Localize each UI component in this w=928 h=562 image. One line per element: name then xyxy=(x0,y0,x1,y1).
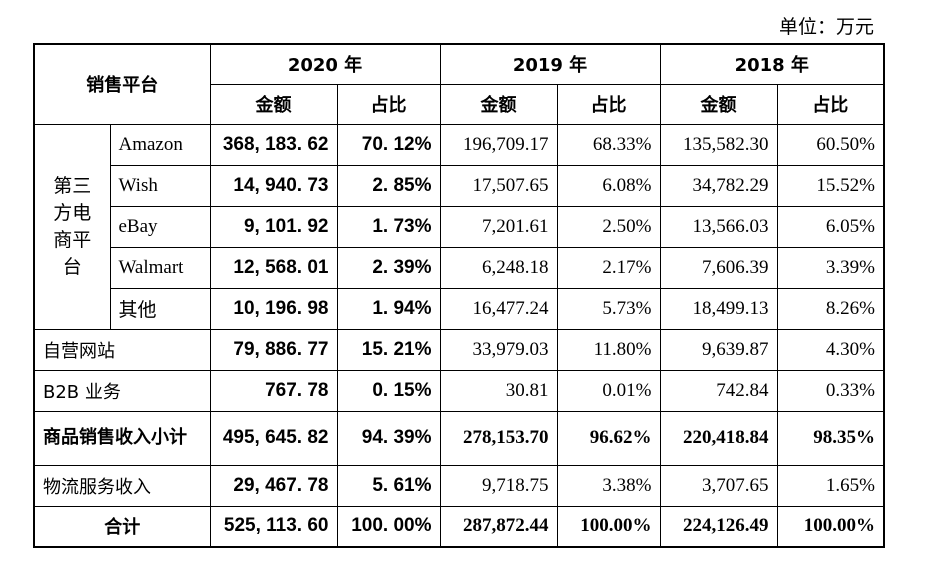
group-label-third-party: 第三方电商平台 xyxy=(33,123,111,330)
row-label: Wish xyxy=(109,164,211,207)
ratio-cell: 2. 85% xyxy=(336,164,441,207)
amount-cell: 3,707.65 xyxy=(659,464,778,507)
amount-cell: 767. 78 xyxy=(209,369,338,412)
amount-cell: 29, 467. 78 xyxy=(209,464,338,507)
table-row: B2B 业务 767. 78 0. 15% 30.81 0.01% 742.84 0.33% xyxy=(33,369,885,412)
header-platform: 销售平台 xyxy=(33,43,211,125)
row-label: Amazon xyxy=(109,123,211,166)
ratio-cell: 1.65% xyxy=(776,464,885,507)
table-row: 合计 525, 113. 60 100. 00% 287,872.44 100.00% 2… xyxy=(33,505,885,548)
ratio-cell: 98.35% xyxy=(776,410,885,466)
header-amount: 金额 xyxy=(209,83,338,125)
ratio-cell: 11.80% xyxy=(556,328,661,371)
amount-cell: 287,872.44 xyxy=(439,505,558,548)
row-label: eBay xyxy=(109,205,211,248)
header-ratio: 占比 xyxy=(336,83,441,125)
row-label: 自营网站 xyxy=(33,328,211,371)
header-year-2018: 2018 年 xyxy=(659,43,885,85)
ratio-cell: 1. 73% xyxy=(336,205,441,248)
row-label: 其他 xyxy=(109,287,211,330)
ratio-cell: 15. 21% xyxy=(336,328,441,371)
ratio-cell: 3.38% xyxy=(556,464,661,507)
amount-cell: 10, 196. 98 xyxy=(209,287,338,330)
row-label: 物流服务收入 xyxy=(33,464,211,507)
amount-cell: 7,606.39 xyxy=(659,246,778,289)
amount-cell: 12, 568. 01 xyxy=(209,246,338,289)
ratio-cell: 6.08% xyxy=(556,164,661,207)
amount-cell: 224,126.49 xyxy=(659,505,778,548)
ratio-cell: 5. 61% xyxy=(336,464,441,507)
table-row: Wish 14, 940. 73 2. 85% 17,507.65 6.08% 34,78… xyxy=(34,164,885,207)
ratio-cell: 96.62% xyxy=(556,410,661,466)
amount-cell: 9,639.87 xyxy=(659,328,778,371)
row-label: B2B 业务 xyxy=(33,369,211,412)
ratio-cell: 68.33% xyxy=(556,123,661,166)
ratio-cell: 5.73% xyxy=(556,287,661,330)
amount-cell: 7,201.61 xyxy=(439,205,558,248)
ratio-cell: 60.50% xyxy=(776,123,885,166)
table-row: 其他 10, 196. 98 1. 94% 16,477.24 5.73% 18,499.… xyxy=(34,287,885,330)
amount-cell: 135,582.30 xyxy=(659,123,778,166)
amount-cell: 13,566.03 xyxy=(659,205,778,248)
ratio-cell: 100.00% xyxy=(556,505,661,548)
header-ratio: 占比 xyxy=(556,83,661,125)
ratio-cell: 0.01% xyxy=(556,369,661,412)
amount-cell: 14, 940. 73 xyxy=(209,164,338,207)
ratio-cell: 2.50% xyxy=(556,205,661,248)
amount-cell: 495, 645. 82 xyxy=(209,410,338,466)
amount-cell: 196,709.17 xyxy=(439,123,558,166)
amount-cell: 9,718.75 xyxy=(439,464,558,507)
ratio-cell: 94. 39% xyxy=(336,410,441,466)
table-row: 物流服务收入 29, 467. 78 5. 61% 9,718.75 3.38% 3,70… xyxy=(33,464,885,507)
table-row: 第三方电商平台 Amazon 368, 183. 62 70. 12% 196,709.… xyxy=(33,123,885,330)
table-row: 自营网站 79, 886. 77 15. 21% 33,979.03 11.80% 9,6… xyxy=(33,328,885,371)
amount-cell: 278,153.70 xyxy=(439,410,558,466)
amount-cell: 34,782.29 xyxy=(659,164,778,207)
ratio-cell: 100. 00% xyxy=(336,505,441,548)
amount-cell: 525, 113. 60 xyxy=(209,505,338,548)
table-row: eBay 9, 101. 92 1. 73% 7,201.61 2.50% 13,566.… xyxy=(34,205,885,248)
amount-cell: 6,248.18 xyxy=(439,246,558,289)
ratio-cell: 8.26% xyxy=(776,287,885,330)
header-ratio: 占比 xyxy=(776,83,885,125)
ratio-cell: 0.33% xyxy=(776,369,885,412)
header-year-2020: 2020 年 xyxy=(209,43,441,85)
row-label: 合计 xyxy=(33,505,211,548)
ratio-cell: 100.00% xyxy=(776,505,885,548)
row-label: 商品销售收入小计 xyxy=(33,410,211,466)
amount-cell: 16,477.24 xyxy=(439,287,558,330)
amount-cell: 79, 886. 77 xyxy=(209,328,338,371)
row-label: Walmart xyxy=(109,246,211,289)
amount-cell: 742.84 xyxy=(659,369,778,412)
amount-cell: 9, 101. 92 xyxy=(209,205,338,248)
amount-cell: 18,499.13 xyxy=(659,287,778,330)
header-amount: 金额 xyxy=(439,83,558,125)
ratio-cell: 2.17% xyxy=(556,246,661,289)
ratio-cell: 0. 15% xyxy=(336,369,441,412)
table-row: 商品销售收入小计 495, 645. 82 94. 39% 278,153.70 96.… xyxy=(33,410,885,466)
ratio-cell: 1. 94% xyxy=(336,287,441,330)
unit-label: 单位：万元 xyxy=(778,17,874,38)
amount-cell: 30.81 xyxy=(439,369,558,412)
amount-cell: 33,979.03 xyxy=(439,328,558,371)
header-amount: 金额 xyxy=(659,83,778,125)
ratio-cell: 70. 12% xyxy=(336,123,441,166)
ratio-cell: 4.30% xyxy=(776,328,885,371)
ratio-cell: 6.05% xyxy=(776,205,885,248)
ratio-cell: 15.52% xyxy=(776,164,885,207)
amount-cell: 17,507.65 xyxy=(439,164,558,207)
sales-platform-table: 销售平台 2020 年 2019 年 2018 年 金额 占比 金额 占比 金额… xyxy=(33,43,885,548)
table-row: Walmart 12, 568. 01 2. 39% 6,248.18 2.17% 7,6… xyxy=(34,246,885,289)
header-year-2019: 2019 年 xyxy=(439,43,661,85)
amount-cell: 368, 183. 62 xyxy=(209,123,338,166)
ratio-cell: 3.39% xyxy=(776,246,885,289)
ratio-cell: 2. 39% xyxy=(336,246,441,289)
amount-cell: 220,418.84 xyxy=(659,410,778,466)
